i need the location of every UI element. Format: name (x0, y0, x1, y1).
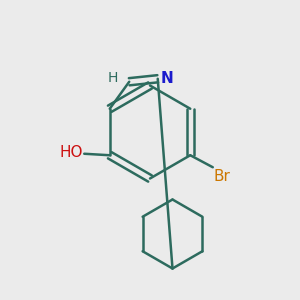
Text: HO: HO (59, 145, 83, 160)
Text: N: N (161, 70, 173, 86)
Text: H: H (107, 71, 118, 85)
Text: Br: Br (214, 169, 231, 184)
